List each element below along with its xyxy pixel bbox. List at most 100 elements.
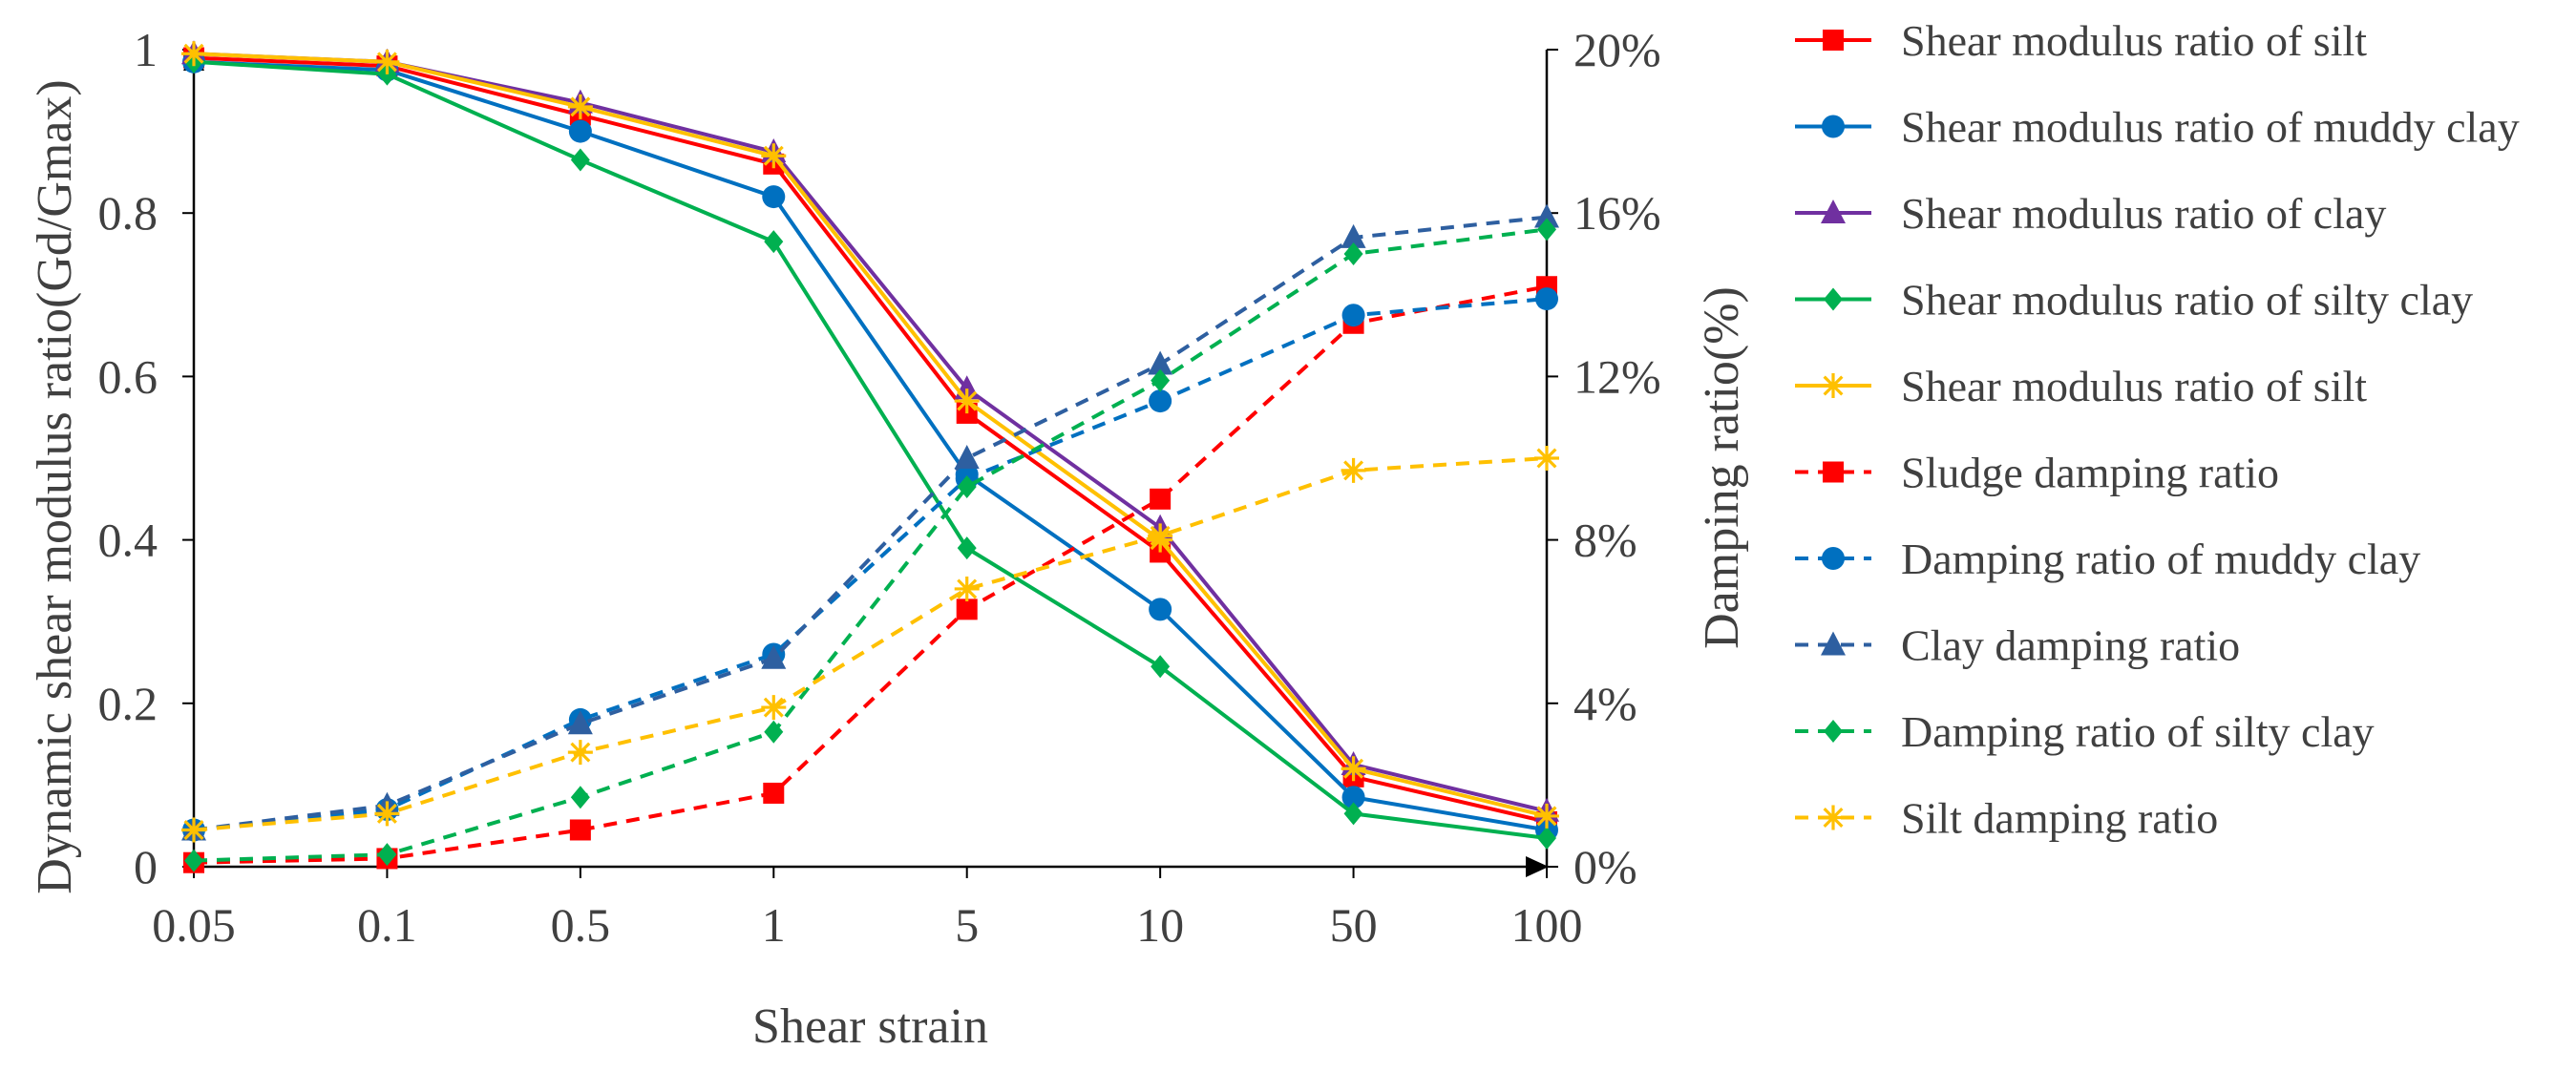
x-tick-label: 0.5 <box>551 898 611 952</box>
y-right-tick-label: 0% <box>1573 840 1637 893</box>
data-point <box>956 598 978 620</box>
x-axis-title: Shear strain <box>752 999 988 1054</box>
x-axis-arrow <box>1526 856 1549 877</box>
series-line <box>193 59 1548 832</box>
data-point <box>569 819 591 841</box>
data-point <box>1341 786 1365 809</box>
data-point <box>1534 446 1559 471</box>
data-point <box>1535 287 1558 311</box>
legend-label: Clay damping ratio <box>1901 621 2240 670</box>
data-point <box>1148 350 1173 375</box>
data-point <box>1341 223 1366 248</box>
y-left-tick-label: 1 <box>134 23 158 76</box>
data-point <box>1151 368 1171 392</box>
y-left-tick-label: 0 <box>134 840 158 893</box>
x-tick-label: 10 <box>1136 898 1184 952</box>
series-line <box>193 52 1548 813</box>
legend-marker <box>1824 720 1843 743</box>
data-point <box>1341 756 1366 782</box>
data-point <box>761 143 787 169</box>
legend: Shear modulus ratio of silt Shear modulus… <box>1795 16 2520 843</box>
y-right-tick-label: 8% <box>1573 514 1637 567</box>
data-point <box>763 782 785 804</box>
legend-label: Damping ratio of silty clay <box>1901 707 2375 756</box>
legend-marker <box>1822 547 1845 570</box>
data-point <box>761 644 787 669</box>
legend-label: Sludge damping ratio <box>1901 449 2279 497</box>
data-point <box>568 119 592 143</box>
data-point <box>764 230 784 254</box>
series-modulus-2 <box>181 40 1559 822</box>
data-point <box>1537 827 1556 850</box>
data-point <box>374 801 400 827</box>
legend-label: Silt damping ratio <box>1901 794 2218 843</box>
legend-label: Shear modulus ratio of silt <box>1901 16 2367 65</box>
data-point <box>761 695 787 721</box>
y-axis-left-title: Dynamic shear modulus ratio(Gd/Gmax) <box>28 79 82 893</box>
legend-label: Shear modulus ratio of silt <box>1901 362 2367 410</box>
legend-marker <box>1823 30 1844 51</box>
y-right-tick-label: 12% <box>1573 349 1661 403</box>
data-point <box>1150 488 1172 510</box>
series-line <box>193 297 1548 832</box>
data-point <box>1148 523 1173 549</box>
x-tick-label: 5 <box>955 898 979 952</box>
legend-label: Shear modulus ratio of clay <box>1901 189 2386 238</box>
legend-item: Shear modulus ratio of clay <box>1795 189 2386 238</box>
series-line <box>193 456 1548 832</box>
series-damping-9 <box>181 446 1559 843</box>
legend-marker <box>1821 631 1846 656</box>
x-tick-label: 0.1 <box>357 898 417 952</box>
y-axis-right-title: Damping ratio(%) <box>1695 286 1749 649</box>
data-point <box>567 710 593 735</box>
y-right-tick-label: 20% <box>1573 23 1661 76</box>
legend-item: Damping ratio of silty clay <box>1795 707 2375 756</box>
data-point <box>567 94 593 119</box>
data-point <box>1149 389 1172 413</box>
series-line <box>193 59 1548 840</box>
legend-label: Shear modulus ratio of silty clay <box>1901 276 2473 325</box>
data-point <box>1537 218 1556 242</box>
data-point <box>374 49 400 74</box>
data-point <box>954 445 980 469</box>
x-tick-label: 0.05 <box>152 898 236 952</box>
data-point <box>181 817 206 843</box>
data-point <box>184 849 203 872</box>
y-left-tick-label: 0.4 <box>98 514 158 567</box>
data-point <box>954 576 980 601</box>
y-left-tick-label: 0.8 <box>98 186 158 240</box>
legend-item: Damping ratio of muddy clay <box>1795 535 2420 583</box>
legend-marker <box>1821 805 1846 830</box>
legend-item: Clay damping ratio <box>1795 621 2240 670</box>
data-point <box>1341 304 1365 327</box>
series-line <box>193 52 1548 818</box>
data-point <box>1534 803 1559 829</box>
legend-marker <box>1822 115 1845 138</box>
legend-item: Sludge damping ratio <box>1795 449 2279 497</box>
data-point <box>1343 242 1363 265</box>
y-right-tick-label: 4% <box>1573 677 1637 730</box>
data-point <box>1149 598 1172 621</box>
legend-label: Damping ratio of muddy clay <box>1901 535 2420 583</box>
series-modulus-3 <box>184 50 1556 850</box>
series-line <box>193 215 1548 832</box>
series-modulus-0 <box>183 47 1557 832</box>
data-point <box>764 720 784 744</box>
data-point <box>567 740 593 766</box>
y-right-tick-label: 16% <box>1573 186 1661 240</box>
series-line <box>193 284 1548 865</box>
x-tick-label: 50 <box>1330 898 1378 952</box>
data-point <box>377 843 397 867</box>
series-damping-7 <box>181 203 1559 841</box>
x-tick-label: 100 <box>1511 898 1583 952</box>
legend-label: Shear modulus ratio of muddy clay <box>1901 103 2520 152</box>
data-point <box>957 474 977 498</box>
data-point <box>570 148 590 172</box>
legend-item: Shear modulus ratio of muddy clay <box>1795 103 2520 152</box>
series-group <box>181 40 1559 873</box>
data-point <box>1343 802 1363 826</box>
x-tick-label: 1 <box>762 898 786 952</box>
legend-item: Shear modulus ratio of silty clay <box>1795 276 2473 325</box>
series-line <box>193 55 1548 824</box>
